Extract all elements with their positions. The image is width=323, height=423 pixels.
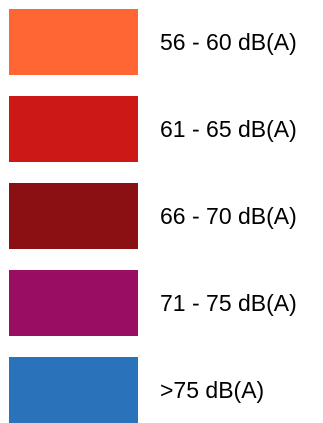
legend-item-over-75: >75 dB(A) [0, 357, 323, 423]
legend-item-66-70: 66 - 70 dB(A) [0, 183, 323, 249]
legend-label: 71 - 75 dB(A) [160, 290, 297, 316]
legend-label: 61 - 65 dB(A) [160, 116, 297, 142]
legend-swatch [9, 9, 138, 75]
legend-label: 56 - 60 dB(A) [160, 29, 297, 55]
legend-swatch [9, 96, 138, 162]
legend-item-71-75: 71 - 75 dB(A) [0, 270, 323, 336]
legend-swatch [9, 357, 138, 423]
legend-item-56-60: 56 - 60 dB(A) [0, 9, 323, 75]
legend-swatch [9, 183, 138, 249]
legend-swatch [9, 270, 138, 336]
legend-item-61-65: 61 - 65 dB(A) [0, 96, 323, 162]
legend-label: 66 - 70 dB(A) [160, 203, 297, 229]
legend-label: >75 dB(A) [160, 377, 265, 403]
